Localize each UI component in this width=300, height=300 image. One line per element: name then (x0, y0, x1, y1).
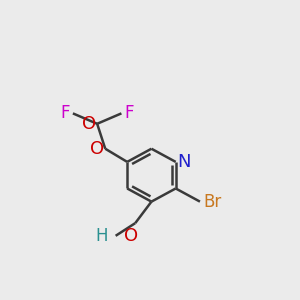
Text: F: F (61, 104, 70, 122)
Text: H: H (96, 227, 108, 245)
Text: O: O (90, 140, 104, 158)
Text: O: O (82, 115, 96, 133)
Text: O: O (124, 227, 138, 245)
Text: F: F (124, 104, 134, 122)
Text: N: N (178, 153, 191, 171)
Text: Br: Br (203, 193, 222, 211)
